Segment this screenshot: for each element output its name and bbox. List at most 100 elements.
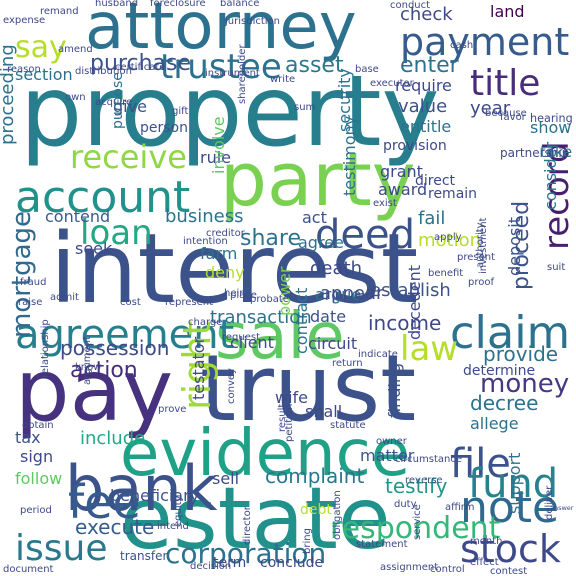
cloud-word: represent: [165, 297, 213, 308]
cloud-word: executor: [370, 78, 415, 89]
cloud-word: cash: [450, 40, 473, 51]
cloud-word: award: [378, 180, 427, 199]
cloud-word: record: [537, 141, 576, 250]
cloud-word: follow: [15, 469, 62, 488]
cloud-word: check: [400, 4, 453, 25]
cloud-word: distribution: [75, 66, 132, 77]
cloud-word: asset: [285, 53, 344, 78]
cloud-word: equity: [173, 495, 184, 527]
cloud-word: testator: [189, 336, 208, 400]
cloud-word: effect: [470, 557, 499, 568]
cloud-word: return: [332, 358, 363, 369]
cloud-word: mortgage: [7, 211, 37, 338]
cloud-word: execute: [75, 515, 154, 539]
cloud-word: husband: [95, 0, 138, 9]
cloud-word: control: [430, 564, 465, 575]
cloud-word: remand: [40, 6, 79, 17]
cloud-word: matter: [360, 446, 415, 465]
cloud-word: contract: [292, 288, 311, 354]
cloud-word: reason: [7, 64, 41, 75]
cloud-word: say: [15, 30, 67, 65]
cloud-word: purchase: [90, 51, 191, 76]
cloud-word: consider: [541, 141, 560, 210]
cloud-word: hearing: [530, 112, 573, 125]
cloud-word: corporation: [165, 537, 326, 570]
cloud-word: receive: [70, 138, 187, 176]
cloud-word: creditor: [206, 228, 246, 239]
cloud-word: date: [310, 307, 346, 326]
cloud-word: direct: [415, 173, 456, 189]
cloud-word: allege: [470, 414, 519, 433]
cloud-word: intend: [157, 521, 189, 532]
cloud-word: own: [65, 92, 86, 103]
cloud-word: bring: [302, 528, 313, 554]
cloud-word: rule: [200, 148, 231, 167]
cloud-word: agree: [298, 233, 344, 252]
cloud-word: security: [335, 68, 354, 132]
cloud-word: attorney: [85, 0, 357, 64]
cloud-word: fund: [468, 461, 558, 507]
cloud-word: obtain: [22, 420, 54, 431]
cloud-word: answer: [550, 504, 574, 512]
cloud-word: appear: [320, 283, 384, 304]
cloud-word: finding: [385, 363, 404, 418]
cloud-word: shall: [305, 402, 342, 421]
cloud-word: gift: [172, 106, 188, 117]
cloud-word: deny: [205, 263, 245, 282]
cloud-word: term: [213, 555, 246, 571]
cloud-word: give: [113, 97, 147, 116]
cloud-word: contend: [45, 207, 110, 226]
cloud-word: trustee: [160, 47, 282, 87]
cloud-word: instrument: [205, 68, 260, 79]
cloud-word: testify: [385, 474, 448, 498]
cloud-word: bank: [65, 452, 218, 525]
cloud-word: place: [230, 290, 257, 301]
cloud-word: require: [395, 76, 452, 95]
cloud-word: file: [450, 441, 511, 487]
cloud-word: note: [460, 482, 559, 533]
cloud-word: base: [355, 64, 379, 75]
cloud-word: debt: [300, 502, 332, 518]
cloud-word: probate: [250, 294, 289, 305]
cloud-word: contest: [490, 566, 527, 576]
cloud-word: proceed: [509, 201, 534, 290]
cloud-word: sum: [294, 102, 315, 113]
cloud-word: action: [70, 358, 138, 383]
cloud-word: reverse: [405, 475, 443, 486]
cloud-word: decedent: [405, 265, 424, 340]
cloud-word: petition: [284, 404, 295, 442]
cloud-word: establish: [370, 280, 451, 301]
cloud-word: complaint: [265, 464, 364, 488]
cloud-word: director: [242, 505, 253, 545]
cloud-word: title: [470, 63, 540, 104]
cloud-word: client: [230, 333, 274, 352]
cloud-word: seek: [75, 239, 113, 258]
cloud-word: prove: [158, 404, 186, 415]
cloud-word: admit: [50, 292, 79, 303]
cloud-word: raise: [18, 297, 42, 308]
cloud-word: assignment: [380, 562, 438, 573]
cloud-word: write: [270, 74, 295, 85]
cloud-word: tax: [15, 428, 41, 447]
cloud-word: favor: [500, 112, 527, 123]
cloud-word: enter: [400, 53, 460, 78]
cloud-word: deed: [315, 212, 415, 258]
cloud-word: conduct: [390, 0, 430, 11]
cloud-word: charge: [188, 317, 222, 328]
cloud-word: person: [140, 120, 188, 136]
cloud-word: claim: [450, 307, 570, 359]
cloud-word: share: [240, 226, 301, 251]
cloud-word: respondent: [330, 511, 501, 546]
cloud-word: suit: [547, 262, 565, 273]
cloud-word: possession: [60, 336, 169, 360]
cloud-word: farm: [200, 244, 237, 263]
cloud-word: circumstance: [395, 454, 462, 465]
cloud-word: request: [222, 332, 260, 343]
cloud-word: decision: [190, 561, 231, 572]
cloud-word: sell: [212, 469, 239, 488]
cloud-word: loan: [80, 213, 153, 253]
cloud-word: deliver: [544, 485, 555, 520]
cloud-word: fail: [418, 208, 445, 229]
cloud-word: grant: [380, 162, 423, 181]
cloud-word: stock: [460, 527, 561, 571]
